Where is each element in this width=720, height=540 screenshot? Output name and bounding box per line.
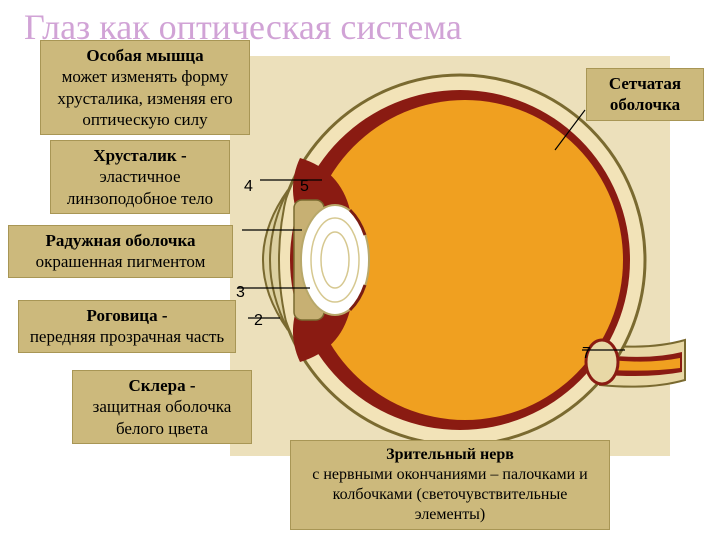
callout-iris-lead: Радужная оболочка: [45, 231, 195, 250]
callout-nerve-lead: Зрительный нерв: [386, 446, 514, 463]
callout-sclera-text: защитная оболочка белого цвета: [93, 397, 232, 437]
callout-retina: Сетчатая оболочка: [586, 68, 704, 121]
callout-retina-lead: Сетчатая оболочка: [609, 74, 681, 114]
callout-cornea: Роговица - передняя прозрачная часть: [18, 300, 236, 353]
num-5: 5: [300, 178, 309, 196]
callout-cornea-lead: Роговица -: [86, 306, 167, 325]
callout-iris-text: окрашенная пигментом: [36, 252, 206, 271]
callout-cornea-text: передняя прозрачная часть: [30, 327, 224, 346]
callout-muscle-text: может изменять форму хрусталика, изменяя…: [57, 67, 232, 129]
callout-nerve-text: с нервными окончаниями – палочками и кол…: [312, 466, 587, 523]
num-2: 2: [254, 312, 263, 330]
callout-lens-lead: Хрусталик -: [93, 146, 186, 165]
num-3: 3: [236, 284, 245, 302]
callout-sclera: Склера - защитная оболочка белого цвета: [72, 370, 252, 444]
num-4: 4: [244, 178, 253, 196]
stage: Глаз как оптическая система: [0, 0, 720, 540]
callout-lens-text: эластичное линзоподобное тело: [67, 167, 213, 207]
callout-sclera-lead: Склера -: [128, 376, 195, 395]
callout-muscle-lead: Особая мышца: [86, 46, 203, 65]
num-7: 7: [582, 345, 591, 363]
callout-iris: Радужная оболочка окрашенная пигментом: [8, 225, 233, 278]
callout-nerve: Зрительный нерв с нервными окончаниями –…: [290, 440, 610, 530]
callout-muscle: Особая мышца может изменять форму хруста…: [40, 40, 250, 135]
callout-lens: Хрусталик - эластичное линзоподобное тел…: [50, 140, 230, 214]
